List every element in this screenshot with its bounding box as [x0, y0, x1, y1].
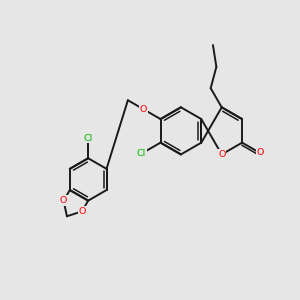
- Text: O: O: [218, 150, 225, 159]
- Text: Cl: Cl: [137, 149, 146, 158]
- Text: O: O: [60, 196, 67, 205]
- Text: O: O: [256, 148, 264, 157]
- Text: O: O: [78, 207, 86, 216]
- Text: Cl: Cl: [83, 134, 93, 143]
- Text: O: O: [140, 105, 147, 114]
